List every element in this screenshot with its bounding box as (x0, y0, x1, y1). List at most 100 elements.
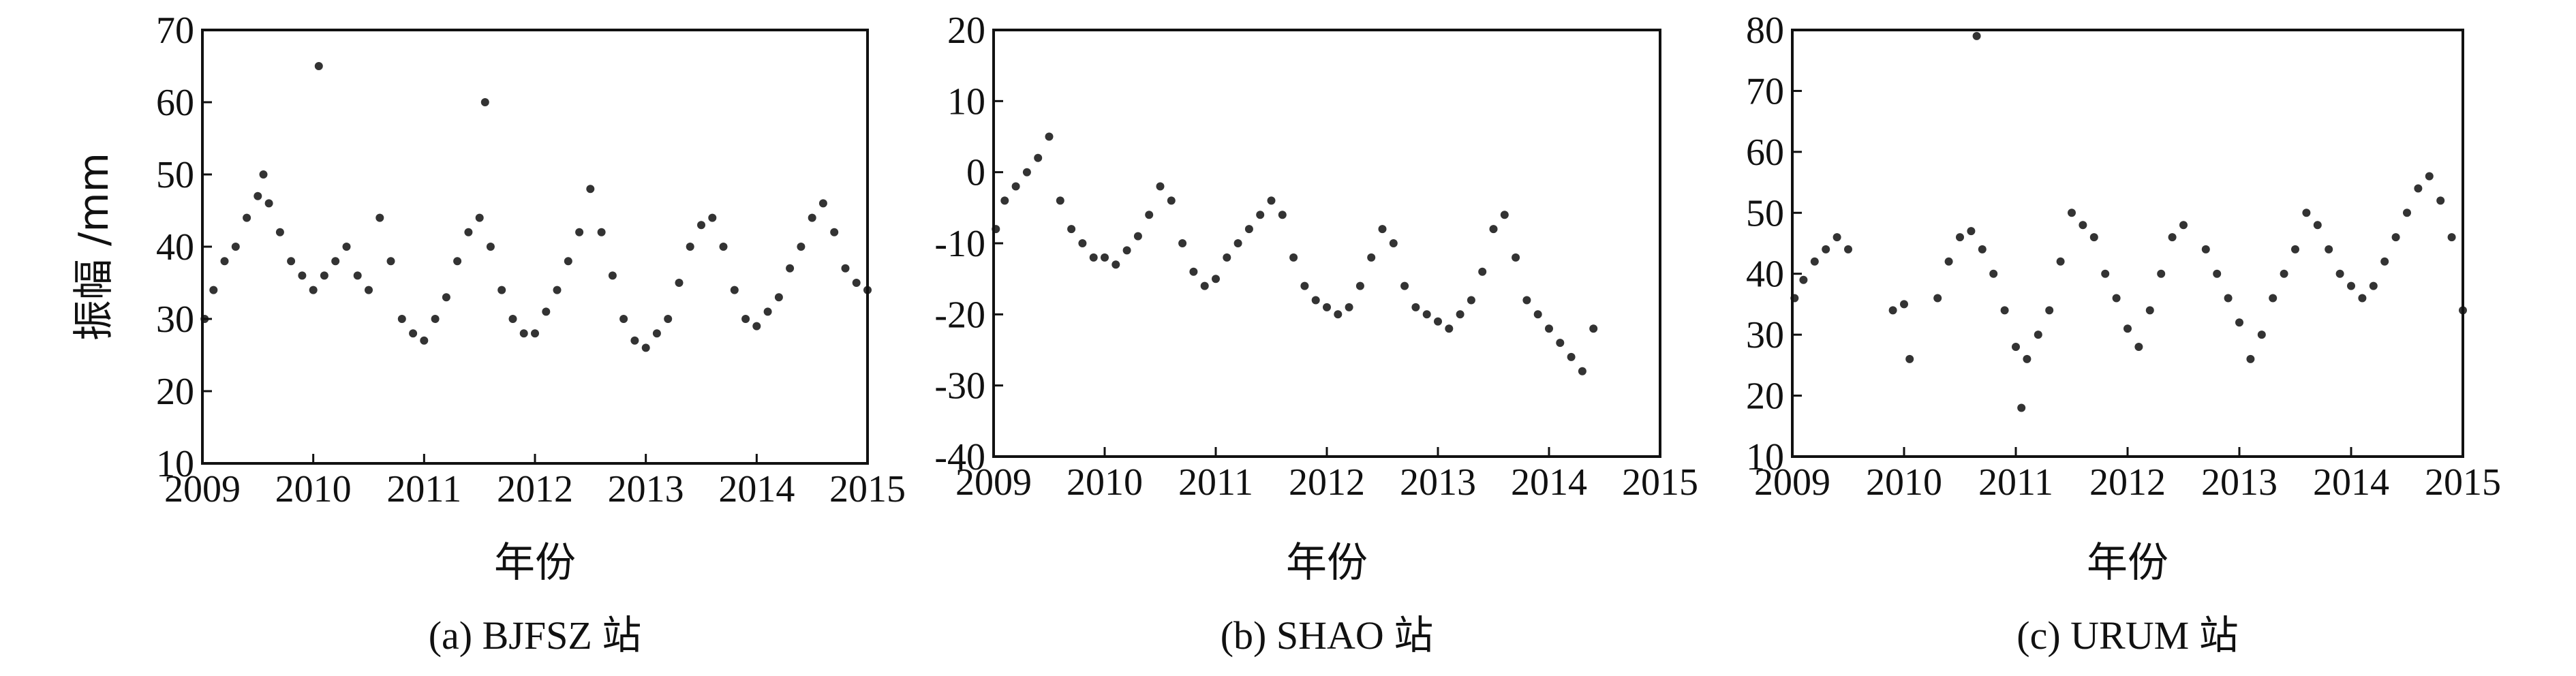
data-point (2034, 331, 2042, 339)
data-point (2325, 245, 2333, 253)
data-point (1556, 339, 1565, 348)
data-point (1133, 232, 1142, 241)
y-tick-label: -10 (934, 223, 985, 265)
data-point (1267, 196, 1276, 205)
data-point (841, 264, 850, 273)
data-point (375, 213, 384, 222)
data-point (2414, 184, 2423, 193)
panel-a-caption: (a) BJFSZ 站 (429, 613, 642, 658)
data-point (2257, 331, 2266, 339)
data-point (1334, 310, 1343, 319)
panel-c-caption: (c) URUM 站 (2017, 613, 2238, 658)
data-point (1978, 245, 1987, 253)
x-tick-label: 2010 (1067, 461, 1143, 504)
data-point (1011, 182, 1020, 191)
data-point (1378, 225, 1387, 234)
y-tick-label: 40 (1746, 253, 1784, 296)
x-tick-label: 2013 (2201, 461, 2278, 504)
y-tick-label: 50 (1746, 192, 1784, 234)
data-point (1022, 168, 1031, 176)
data-point (730, 286, 739, 294)
data-point (1545, 324, 1553, 333)
data-point (808, 213, 816, 222)
data-point (287, 257, 296, 266)
data-point (2089, 233, 2098, 242)
data-point (2403, 209, 2411, 217)
data-point (818, 199, 827, 208)
data-point (254, 191, 262, 200)
data-point (1089, 253, 1098, 262)
data-point (1400, 281, 1409, 290)
data-point (1933, 294, 1942, 303)
data-point (259, 170, 268, 179)
data-point (1145, 211, 1154, 219)
y-tick-label: 30 (156, 298, 194, 341)
data-point (1101, 253, 1109, 262)
x-tick-label: 2015 (2425, 461, 2501, 504)
data-point (1956, 233, 1964, 242)
panel-a: 2009 2010 2011 2012 2013 2014 2015 10 20 30 40 50 6… (70, 10, 906, 658)
y-tick-label: 10 (947, 80, 985, 123)
x-tick-label: 2011 (1178, 461, 1253, 504)
data-point (1289, 253, 1298, 262)
y-tick-label: 70 (156, 10, 194, 52)
data-point (1972, 31, 1981, 40)
panel-c-frame (1791, 29, 2464, 458)
data-point (1905, 354, 1914, 363)
data-point (1989, 269, 1998, 278)
data-point (830, 228, 839, 236)
data-point (2358, 294, 2367, 303)
data-point (2201, 245, 2210, 253)
data-point (1189, 267, 1198, 276)
data-point (2224, 294, 2233, 303)
panel-a-yticks: 10 20 30 40 50 60 70 (156, 10, 212, 485)
data-point (1567, 352, 1576, 361)
data-point (2017, 403, 2026, 412)
data-point (453, 257, 462, 266)
data-point (786, 264, 795, 273)
data-point (519, 329, 528, 338)
y-tick-label: 20 (947, 10, 985, 52)
data-point (564, 257, 572, 266)
data-point (1167, 196, 1176, 205)
data-point (1888, 306, 1897, 315)
data-point (1111, 260, 1120, 269)
data-point (641, 343, 650, 352)
x-tick-label: 2013 (608, 468, 684, 510)
y-tick-label: -20 (934, 294, 985, 336)
data-point (719, 243, 728, 251)
data-point (431, 315, 440, 323)
data-point (2380, 257, 2389, 266)
data-point (1900, 300, 1908, 309)
x-tick-label: 2014 (718, 468, 795, 510)
data-point (675, 279, 684, 287)
data-point (2023, 354, 2031, 363)
data-point (1311, 296, 1320, 305)
y-tick-label: -40 (934, 436, 985, 478)
data-point (1489, 225, 1498, 234)
data-point (1223, 253, 1231, 262)
data-point (264, 199, 273, 208)
data-point (2134, 343, 2143, 351)
data-point (1367, 253, 1376, 262)
data-point (1833, 233, 1841, 242)
data-point (342, 243, 351, 251)
data-point (1278, 211, 1287, 219)
data-point (314, 62, 323, 70)
data-point (575, 228, 584, 236)
x-tick-label: 2012 (497, 468, 573, 510)
data-point (597, 228, 606, 236)
data-point (2101, 269, 2110, 278)
data-point (386, 257, 395, 266)
panel-c-x-axis-label: 年份 (2087, 539, 2168, 587)
x-tick-label: 2011 (1978, 461, 2053, 504)
data-point (2000, 306, 2009, 315)
x-tick-label: 2014 (2313, 461, 2389, 504)
data-point (353, 271, 362, 280)
data-point (1445, 324, 1454, 333)
data-point (209, 286, 218, 294)
data-point (1512, 253, 1520, 262)
panel-a-xticks: 2009 2010 2011 2012 2013 2014 2015 (164, 454, 906, 510)
data-point (1478, 267, 1487, 276)
data-point (365, 286, 373, 294)
